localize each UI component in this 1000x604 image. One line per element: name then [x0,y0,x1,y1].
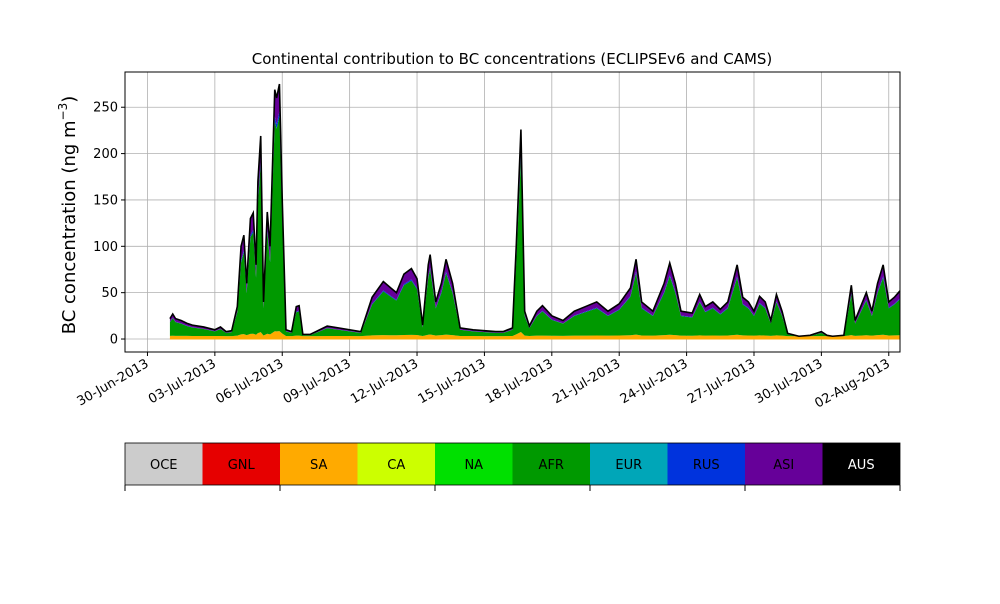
legend-swatch-aus [822,443,900,485]
chart-title: Continental contribution to BC concentra… [252,50,773,68]
legend-label-eur: EUR [615,458,642,473]
series-total-line [169,83,901,338]
legend-label-aus: AUS [848,458,875,473]
y-axis-label-tail: ) [59,96,80,103]
y-tick-label: 0 [110,333,118,348]
area-sa [169,331,900,340]
legend-label-gnl: GNL [228,458,256,473]
legend-swatch-na [435,443,513,485]
legend-swatch-ca [357,443,435,485]
y-axis-label-main: BC concentration (ng m [59,120,80,334]
legend-label-oce: OCE [150,458,178,473]
legend-swatch-afr [512,443,590,485]
area-afr [169,116,900,337]
legend-swatch-oce [125,443,203,485]
legend-label-na: NA [464,458,483,473]
legend-label-ca: CA [387,458,405,473]
legend-frame [124,442,901,486]
y-tick-label: 100 [93,240,118,255]
y-tick-label: 50 [101,286,118,301]
legend-swatch-asi [745,443,823,485]
legend-swatch-sa [280,443,358,485]
y-tick-label: 150 [93,193,118,208]
legend-label-sa: SA [310,458,327,473]
legend-swatch-gnl [202,443,280,485]
y-axis-label-sup: −3 [56,103,70,121]
stacked-areas [169,83,901,340]
legend-label-rus: RUS [693,458,720,473]
y-tick-label: 250 [93,101,118,116]
legend-colorbar: OCE GNL SA CA NA AFR EUR RUS ASI AUS [124,442,901,491]
y-tick-label: 200 [93,147,118,162]
plot-frame [124,71,901,353]
y-axis-label: BC concentration (ng m−3) [56,96,80,335]
legend-label-asi: ASI [773,458,794,473]
legend-swatch-eur [590,443,668,485]
legend-label-afr: AFR [539,458,564,473]
legend-swatch-rus [667,443,745,485]
y-axis-ticks: 0 50 100 150 200 250 [93,101,125,348]
